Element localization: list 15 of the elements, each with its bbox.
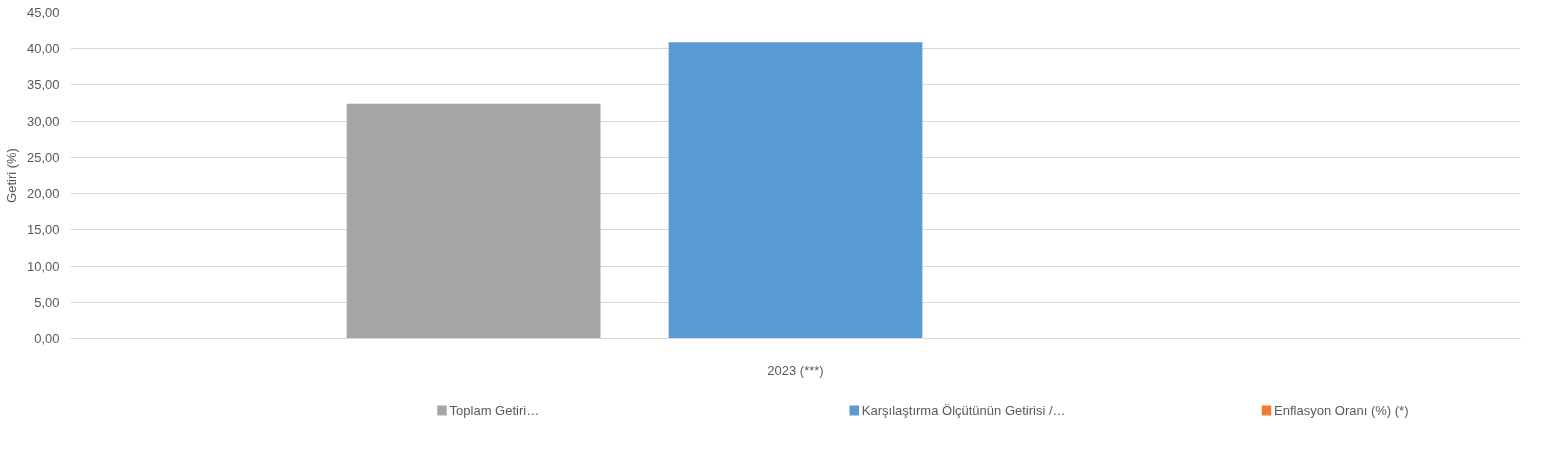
y-tick-label: 45,00	[26, 5, 60, 20]
y-tick-label: 20,00	[26, 186, 60, 202]
y-tick-label: 30,00	[26, 113, 60, 129]
y-tick-label: 15,00	[26, 222, 60, 238]
y-axis-title: Getiri (%)	[3, 148, 19, 203]
y-tick-label: 10,00	[26, 258, 60, 274]
y-tick-label: 35,00	[26, 77, 60, 93]
legend-label: Enflasyon Oranı (%) (*)	[1274, 403, 1409, 418]
y-tick-label: 25,00	[26, 149, 60, 165]
y-tick-label: 5,00	[34, 294, 60, 310]
y-tick-label: 40,00	[26, 41, 60, 57]
legend-label: Karşılaştırma Ölçütünün Getirisi /…	[861, 403, 1066, 418]
y-tick-label: 0,00	[34, 331, 60, 346]
legend-label: Toplam Getiri…	[449, 403, 540, 418]
x-tick-label: 2023 (***)	[767, 362, 824, 378]
